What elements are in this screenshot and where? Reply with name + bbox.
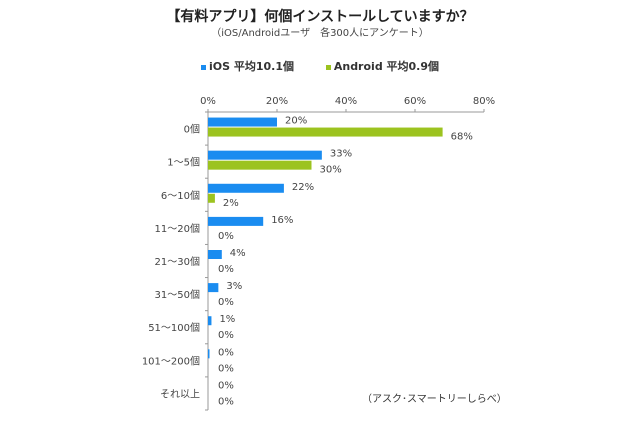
legend-item-ios: iOS 平均10.1個 [200,60,294,73]
x-tick-label: 40% [335,96,357,107]
data-label-ios: 0% [218,347,234,358]
legend-label-android: Android 平均0.9個 [333,60,440,73]
data-label-ios: 16% [271,215,293,226]
data-label-ios: 0% [218,380,234,391]
legend-item-android: Android 平均0.9個 [325,60,440,73]
bar-ios [208,150,322,160]
data-label-android: 0% [218,264,234,275]
legend-label-ios: iOS 平均10.1個 [208,60,294,73]
category-label: 21～30個 [155,255,200,268]
x-tick-label: 20% [266,96,288,107]
category-label: 11～20個 [155,222,200,235]
bar-ios [208,183,284,193]
x-tick-label: 60% [404,96,426,107]
data-label-android: 0% [218,297,234,308]
bar-android [208,193,215,203]
data-label-ios: 4% [230,248,246,259]
bar-ios [208,349,210,359]
data-label-android: 0% [218,396,234,407]
x-tick-label: 0% [200,96,216,107]
data-label-android: 0% [218,363,234,374]
bar-ios [208,283,219,293]
data-label-ios: 22% [292,182,314,193]
legend-swatch-android [325,64,331,70]
data-label-android: 30% [320,165,342,176]
legend-swatch-ios [200,64,206,70]
source-note: （アスク･スマートリーしらべ） [362,394,507,405]
data-label-android: 0% [218,231,234,242]
chart-title: 【有料アプリ】何個インストールしていますか？ [166,9,474,25]
category-label: 0個 [184,123,200,136]
data-label-ios: 3% [226,281,242,292]
category-label: 6～10個 [161,189,200,202]
x-tick-label: 80% [473,96,495,107]
data-label-android: 68% [451,132,473,143]
data-label-ios: 20% [285,116,307,127]
bar-ios [208,316,212,326]
data-label-android: 2% [223,198,239,209]
category-label: 51～100個 [148,321,200,334]
bar-ios [208,117,277,127]
data-label-ios: 1% [219,314,235,325]
chart-subtitle: （iOS/Androidユーザ 各300人にアンケート） [211,28,429,39]
legend: iOS 平均10.1個 Android 平均0.9個 [0,58,640,74]
bar-ios [208,216,264,226]
category-label: 101～200個 [142,354,200,367]
bar-android [208,127,443,137]
bar-ios [208,250,222,259]
data-label-ios: 33% [330,149,352,160]
bar-android [208,160,312,170]
data-label-android: 0% [218,330,234,341]
category-label: 31～50個 [155,288,200,301]
category-label: それ以上 [160,388,200,400]
category-label: 1～5個 [167,156,200,169]
